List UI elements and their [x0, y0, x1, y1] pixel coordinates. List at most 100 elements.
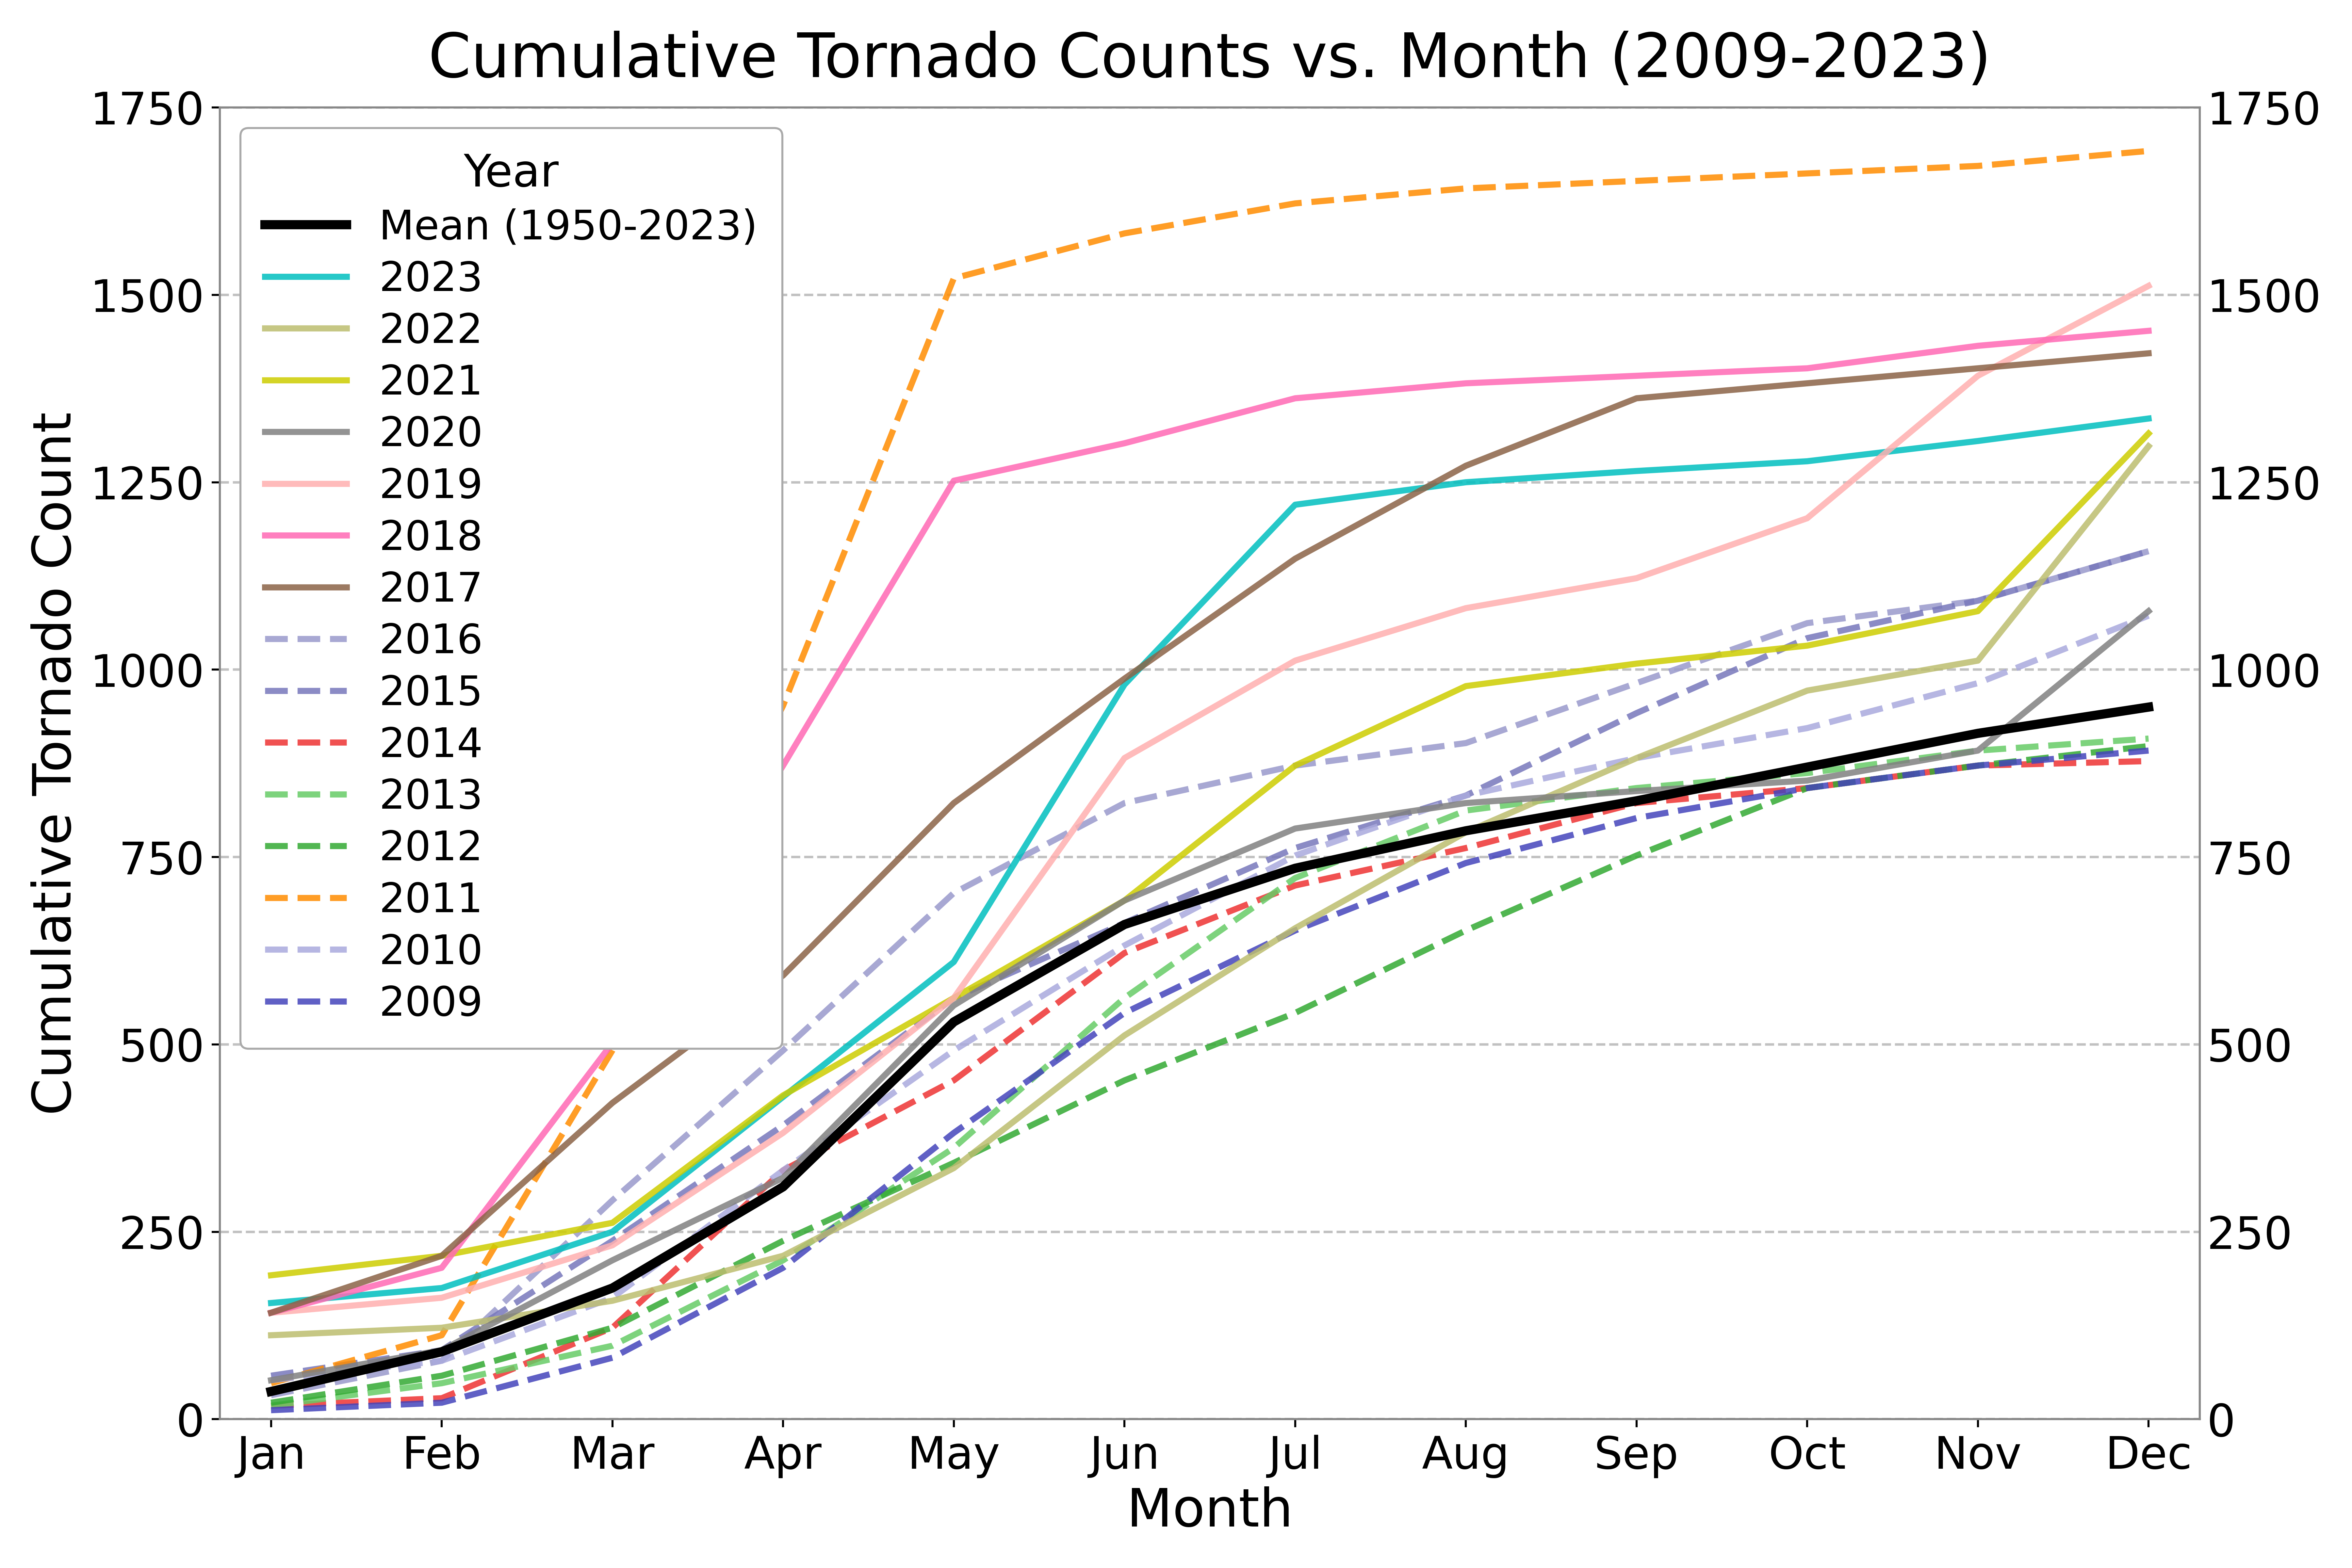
2010	[769, 1160, 797, 1179]
2009	[428, 1394, 456, 1413]
X-axis label: Month: Month	[1127, 1486, 1294, 1537]
2014	[1451, 839, 1479, 858]
2021	[1282, 756, 1310, 775]
2018	[1451, 375, 1479, 394]
2022	[769, 1247, 797, 1265]
2011	[1623, 171, 1651, 190]
2012	[428, 1366, 456, 1385]
Line: 2020: 2020	[270, 612, 2150, 1380]
2020	[769, 1168, 797, 1187]
2016	[2136, 543, 2164, 561]
2009	[1110, 1004, 1138, 1022]
2014	[1282, 877, 1310, 895]
2016	[1623, 674, 1651, 693]
2012	[1623, 847, 1651, 866]
2016	[769, 1041, 797, 1060]
2014	[597, 1319, 626, 1338]
2023	[597, 1223, 626, 1242]
2022	[1451, 823, 1479, 842]
2011	[428, 1327, 456, 1345]
Line: 2015: 2015	[270, 552, 2150, 1375]
2022	[1964, 651, 1992, 670]
2013	[1792, 764, 1820, 782]
2015	[428, 1341, 456, 1359]
Y-axis label: Cumulative Tornado Count: Cumulative Tornado Count	[31, 412, 82, 1115]
2010	[1110, 936, 1138, 955]
2009	[256, 1400, 285, 1419]
2013	[1964, 742, 1992, 760]
2021	[941, 988, 969, 1007]
2015	[256, 1366, 285, 1385]
2016	[1110, 793, 1138, 812]
2013	[769, 1251, 797, 1270]
2015	[2136, 543, 2164, 561]
2018	[769, 756, 797, 775]
2013	[2136, 729, 2164, 748]
2014	[428, 1389, 456, 1408]
Line: 2012: 2012	[270, 746, 2150, 1403]
2018	[1110, 434, 1138, 453]
2009	[1792, 779, 1820, 798]
2009	[1623, 809, 1651, 828]
2013	[428, 1374, 456, 1392]
2019	[256, 1303, 285, 1322]
2022	[1110, 1025, 1138, 1044]
2019	[941, 988, 969, 1007]
2018	[1964, 337, 1992, 356]
2022	[1792, 682, 1820, 701]
2017	[941, 793, 969, 812]
Line: 2009: 2009	[270, 751, 2150, 1410]
2020	[2136, 602, 2164, 621]
2015	[1623, 704, 1651, 723]
Mean (1950-2023)	[256, 1381, 285, 1400]
2020	[1451, 793, 1479, 812]
Mean (1950-2023)	[428, 1342, 456, 1361]
2014	[941, 1071, 969, 1090]
2010	[2136, 607, 2164, 626]
2016	[1792, 613, 1820, 632]
2017	[428, 1247, 456, 1265]
2022	[941, 1159, 969, 1178]
2014	[1623, 793, 1651, 812]
2010	[597, 1289, 626, 1308]
2022	[2136, 437, 2164, 456]
2013	[1623, 779, 1651, 798]
2014	[2136, 751, 2164, 770]
Mean (1950-2023)	[1964, 724, 1992, 743]
2011	[769, 696, 797, 715]
2021	[769, 1087, 797, 1105]
2023	[1282, 495, 1310, 514]
Legend: Mean (1950-2023), 2023, 2022, 2021, 2020, 2019, 2018, 2017, 2016, 2015, 2014, 20: Mean (1950-2023), 2023, 2022, 2021, 2020…	[240, 129, 783, 1049]
Mean (1950-2023)	[941, 1013, 969, 1032]
2012	[769, 1231, 797, 1250]
2010	[1451, 786, 1479, 804]
Line: Mean (1950-2023): Mean (1950-2023)	[270, 707, 2150, 1391]
Line: 2021: 2021	[270, 434, 2150, 1275]
2020	[1282, 818, 1310, 837]
2022	[597, 1292, 626, 1311]
Mean (1950-2023)	[1282, 859, 1310, 878]
2020	[428, 1341, 456, 1359]
2012	[1110, 1071, 1138, 1090]
2013	[1110, 988, 1138, 1007]
2013	[1451, 801, 1479, 820]
2023	[1792, 452, 1820, 470]
2010	[1792, 718, 1820, 737]
2021	[428, 1247, 456, 1265]
2020	[1623, 782, 1651, 801]
Mean (1950-2023)	[1792, 757, 1820, 776]
2011	[2136, 141, 2164, 160]
Mean (1950-2023)	[1451, 822, 1479, 840]
2020	[941, 996, 969, 1014]
2013	[597, 1336, 626, 1355]
2009	[2136, 742, 2164, 760]
2011	[597, 1041, 626, 1060]
2023	[428, 1278, 456, 1297]
2017	[2136, 343, 2164, 362]
2023	[1964, 431, 1992, 450]
2013	[941, 1138, 969, 1157]
2010	[941, 1041, 969, 1060]
2019	[1110, 750, 1138, 768]
2021	[1964, 602, 1992, 621]
2016	[941, 884, 969, 903]
